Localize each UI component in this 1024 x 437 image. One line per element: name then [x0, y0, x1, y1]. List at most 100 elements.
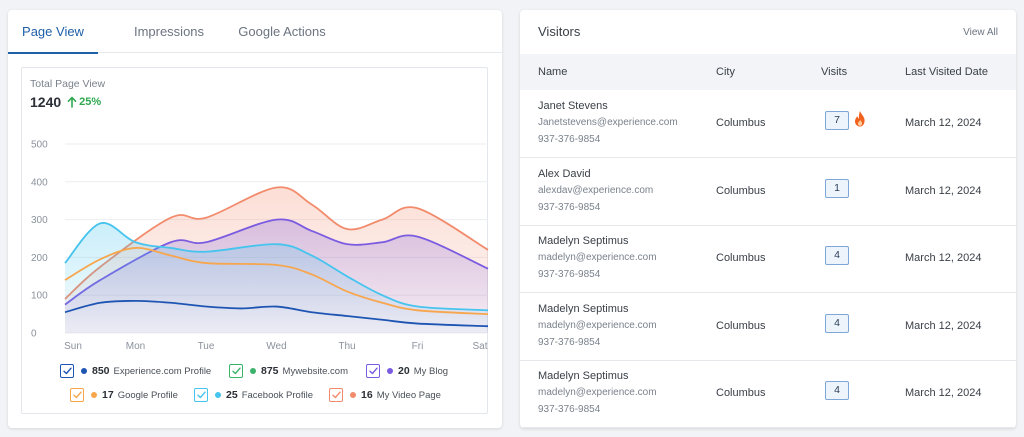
y-tick-label: 500 [31, 140, 48, 151]
visitor-city: Columbus [716, 117, 766, 129]
total-page-view-label: Total Page View [30, 78, 106, 90]
legend-label: Mywebsite.com [282, 365, 348, 377]
legend-checkbox[interactable] [60, 364, 74, 378]
total-page-view-row: 1240 25% [30, 94, 101, 110]
check-icon [368, 367, 378, 375]
visitor-name: Madelyn Septimus [538, 302, 629, 315]
fire-icon [855, 111, 865, 127]
x-tick-label: Fri [412, 341, 424, 352]
tab-bar: Page View Impressions Google Actions [8, 10, 502, 54]
table-row[interactable]: Alex David alexdav@experience.com 937-376-… [520, 158, 1016, 226]
visitor-name: Madelyn Septimus [538, 370, 629, 382]
visitor-phone: 937-376-9854 [538, 404, 601, 415]
visitor-name: Madelyn Septimus [538, 235, 629, 247]
visitor-phone: 937-376-9854 [538, 201, 601, 213]
visitor-phone: 937-376-9854 [538, 269, 601, 280]
column-header-city[interactable]: City [716, 66, 735, 78]
legend-label: Google Profile [117, 389, 178, 401]
legend-label: My Blog [413, 365, 449, 377]
visitor-city: Columbus [716, 387, 766, 399]
table-row[interactable]: Madelyn Septimus madelyn@experience.com 93… [520, 360, 1016, 428]
visitor-name: Janet Stevens [538, 100, 608, 112]
legend-item-experience-com-profile[interactable]: 850 Experience.com Profile [60, 364, 211, 378]
trend-percentage: 25% [79, 96, 102, 108]
legend-value: 850 [92, 365, 110, 377]
legend-color-dot [250, 368, 256, 374]
y-tick-label: 200 [31, 253, 48, 264]
series-area-facebook-profile [65, 222, 488, 333]
table-row[interactable]: Madelyn Septimus madelyn@experience.com 93… [520, 293, 1016, 361]
legend-item-my-blog[interactable]: 20 My Blog [366, 364, 448, 378]
visitors-card: Visitors View All Name City Visits Last … [520, 10, 1016, 428]
legend-checkbox[interactable] [366, 364, 380, 378]
series-line-experience-com-profile[interactable] [64, 299, 489, 328]
visitors-header: Visitors View All [520, 10, 1016, 54]
y-tick-label: 100 [31, 291, 48, 302]
legend-checkbox[interactable] [70, 388, 84, 402]
legend-value: 875 [261, 365, 279, 377]
legend-item-mywebsite-com[interactable]: 875 Mywebsite.com [229, 364, 348, 378]
x-tick-label: Mon [126, 341, 145, 352]
legend-value: 16 [361, 389, 373, 401]
page-view-card: Page View Impressions Google Actions Tot… [8, 10, 502, 428]
visit-count-badge: 4 [825, 313, 849, 333]
last-visited-date: March 12, 2024 [905, 387, 982, 399]
last-visited-date: March 12, 2024 [905, 117, 982, 129]
legend-value: 20 [398, 365, 410, 377]
legend-color-dot [81, 368, 87, 374]
legend-item-my-video-page[interactable]: 16 My Video Page [329, 388, 441, 402]
series-line-facebook-profile[interactable] [64, 222, 489, 312]
legend-color-dot [215, 392, 221, 398]
check-icon [62, 367, 72, 375]
legend-label: Facebook Profile [241, 389, 313, 401]
page-view-chart-panel: Total Page View 1240 25% 0 100 200 300 400 50… [21, 67, 489, 414]
x-tick-label: Sat [472, 341, 487, 352]
table-row[interactable]: Madelyn Septimus madelyn@experience.com 93… [520, 225, 1016, 293]
series-line-google-profile[interactable] [64, 247, 489, 315]
visit-count-badge: 7 [825, 111, 849, 130]
legend-label: My Video Page [376, 389, 441, 401]
visitor-email: madelyn@experience.com [538, 387, 657, 398]
column-header-visits[interactable]: Visits [821, 66, 848, 78]
visitor-city: Columbus [716, 252, 766, 264]
table-row[interactable]: Janet Stevens Janetstevens@experience.com… [520, 90, 1016, 158]
visit-count-badge: 4 [825, 381, 849, 400]
visitor-city: Columbus [716, 319, 766, 332]
visitor-phone: 937-376-9854 [538, 336, 601, 348]
column-header-last-visited[interactable]: Last Visited Date [905, 66, 988, 78]
visit-count-badge: 1 [825, 178, 849, 198]
legend-checkbox[interactable] [229, 364, 243, 378]
visitor-email: alexdav@experience.com [538, 184, 654, 196]
page-view-area-chart: 0 100 200 300 400 500 Sun Mon Tue Wed Thu Fri Sat [31, 140, 489, 352]
visitor-name: Alex David [538, 167, 591, 180]
view-all-link[interactable]: View All [963, 27, 998, 38]
last-visited-date: March 12, 2024 [905, 319, 982, 332]
legend-checkbox[interactable] [329, 388, 343, 402]
check-icon [72, 391, 82, 399]
x-tick-label: Thu [338, 341, 355, 352]
column-header-name[interactable]: Name [538, 66, 568, 78]
legend-value: 25 [226, 389, 238, 401]
total-page-view-value: 1240 [30, 94, 62, 110]
last-visited-date: March 12, 2024 [905, 252, 982, 264]
x-tick-label: Wed [266, 341, 286, 352]
legend-label: Experience.com Profile [113, 365, 212, 377]
legend-checkbox[interactable] [194, 388, 208, 402]
check-icon [231, 367, 241, 375]
x-tick-label: Sun [64, 341, 82, 352]
legend-color-dot [91, 392, 97, 398]
visitors-table-header: Name City Visits Last Visited Date [520, 54, 1016, 90]
legend-color-dot [350, 392, 356, 398]
legend-item-google-profile[interactable]: 17 Google Profile [70, 388, 178, 402]
visitor-email: madelyn@experience.com [538, 252, 657, 263]
check-icon [331, 391, 341, 399]
tab-google-actions[interactable]: Google Actions [238, 24, 326, 39]
y-tick-label: 300 [31, 215, 48, 226]
legend-item-facebook-profile[interactable]: 25 Facebook Profile [194, 388, 313, 402]
tab-page-view[interactable]: Page View [8, 10, 98, 54]
visitors-title: Visitors [538, 24, 581, 39]
tab-impressions[interactable]: Impressions [133, 24, 205, 39]
visitor-email: madelyn@experience.com [538, 319, 657, 331]
check-icon [196, 391, 206, 399]
y-tick-label: 400 [31, 177, 48, 188]
